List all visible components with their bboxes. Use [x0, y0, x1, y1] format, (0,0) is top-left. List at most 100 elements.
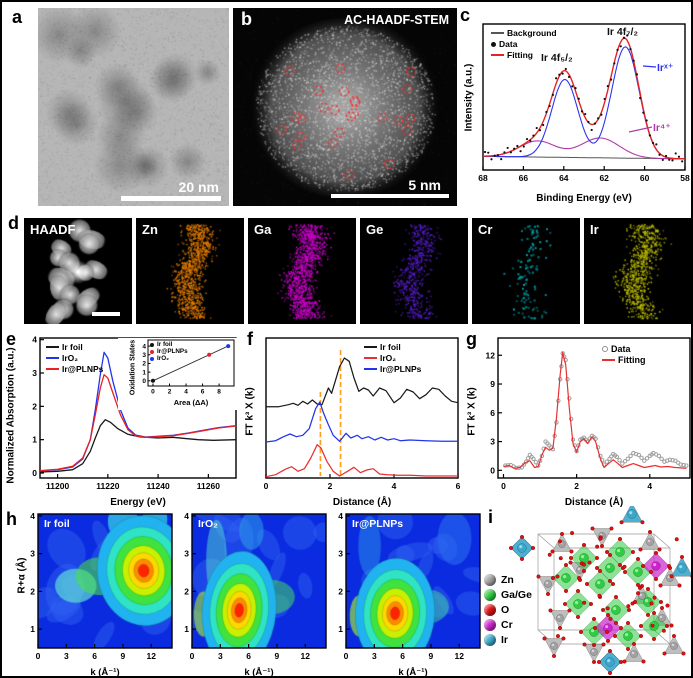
panel-h-label: h — [6, 509, 17, 529]
wavelet-ir-foil-canvas — [38, 514, 172, 648]
svg-text:60: 60 — [640, 173, 650, 183]
svg-text:0: 0 — [344, 651, 349, 661]
xanes-x-axis-label: Energy (eV) — [110, 497, 166, 508]
legend-fitting: Fitting — [507, 50, 533, 60]
f-legend-ir-foil: Ir foil — [380, 342, 401, 352]
cr-sphere-icon — [484, 619, 496, 631]
svg-text:2: 2 — [184, 586, 189, 596]
inset-legend: Ir foil Ir@PLNPs IrO₂ — [150, 341, 188, 362]
map-label-haadf: HAADF — [30, 222, 76, 237]
inset-legend-irplnps: Ir@PLNPs — [157, 348, 188, 355]
annotation-ir4: Ir⁴⁺ — [653, 122, 671, 134]
wavelet-x-axis-label-2: k (Å⁻¹) — [244, 667, 274, 678]
map-canvas-haadf — [24, 218, 132, 324]
svg-text:9: 9 — [121, 651, 126, 661]
svg-text:9: 9 — [429, 651, 434, 661]
svg-text:0: 0 — [151, 389, 155, 396]
exafs-x-axis-label: Distance (Å) — [332, 497, 392, 508]
xps-plot: 68 66 64 62 60 58 — [478, 23, 690, 183]
svg-text:6: 6 — [92, 651, 97, 661]
map-ge: Ge — [360, 218, 468, 324]
svg-text:3: 3 — [184, 549, 189, 559]
exafs-ft-chart: 0 2 4 6 FT k³ X (k) Distance (Å) Ir foil Ir… — [242, 326, 464, 510]
legend-ir-foil: Ir foil — [62, 342, 83, 352]
xps-y-axis-label: Intensity (a.u.) — [463, 63, 475, 132]
f-irplnps-line-icon — [364, 368, 377, 370]
panel-i-label: i — [488, 507, 494, 527]
svg-text:8: 8 — [217, 389, 221, 396]
scale-bar-a — [121, 196, 221, 201]
svg-text:3: 3 — [490, 437, 495, 447]
xps-legend: Background Data Fitting — [491, 28, 557, 60]
o-sphere-icon — [484, 604, 496, 616]
map-canvas-ir — [584, 218, 691, 324]
legend-background: Background — [507, 28, 557, 38]
svg-text:0: 0 — [32, 468, 37, 478]
map-label-ga: Ga — [254, 222, 272, 237]
scale-bar-haadf — [92, 312, 120, 316]
svg-text:9: 9 — [490, 379, 495, 389]
svg-text:11240: 11240 — [147, 481, 170, 491]
svg-text:12: 12 — [455, 651, 465, 661]
xps-chart: 68 66 64 62 60 58 Intensity (a.u.) Binding En… — [457, 4, 691, 208]
svg-text:6: 6 — [490, 408, 495, 418]
legend-irplnps: Ir@PLNPs — [62, 364, 104, 374]
wavelet-title-irplnps: Ir@PLNPs — [352, 518, 404, 530]
map-ir: Ir — [584, 218, 691, 324]
svg-text:58: 58 — [680, 173, 690, 183]
svg-text:6: 6 — [400, 651, 405, 661]
g-legend-fitting: Fitting — [618, 355, 646, 365]
map-label-ir: Ir — [590, 222, 599, 237]
wavelet-title-ir-foil: Ir foil — [44, 518, 70, 530]
svg-text:11260: 11260 — [197, 481, 220, 491]
panel-b-title: AC-HAADF-STEM — [344, 13, 449, 27]
fitting-line-icon — [491, 54, 504, 56]
wavelet-title-iro2: IrO₂ — [198, 518, 218, 530]
inset-ir-foil-dot — [150, 342, 154, 347]
panel-c-label: c — [460, 5, 471, 25]
svg-text:3: 3 — [32, 368, 37, 378]
svg-text:12: 12 — [486, 350, 496, 360]
svg-text:0: 0 — [501, 481, 506, 491]
zn-sphere-icon — [484, 574, 496, 586]
crystal-legend: Zn Ga/Ge O Cr Ir — [484, 574, 532, 646]
map-label-cr: Cr — [478, 222, 493, 237]
svg-text:9: 9 — [275, 651, 280, 661]
svg-text:6: 6 — [456, 481, 461, 491]
svg-text:2: 2 — [168, 389, 172, 396]
svg-text:0: 0 — [264, 481, 269, 491]
iro2-line-icon — [46, 357, 59, 359]
map-canvas-ga — [248, 218, 356, 324]
haadf-stem-image: b AC-HAADF-STEM 5 nm — [233, 8, 457, 206]
g-data-circle-icon — [602, 346, 608, 352]
map-canvas-ge — [360, 218, 468, 324]
svg-text:6: 6 — [246, 651, 251, 661]
scale-bar-label-b: 5 nm — [408, 177, 441, 193]
wavelet-iro2: 0 3 6 9 12 1 2 3 4 IrO₂ k (Å⁻¹) — [170, 506, 327, 678]
svg-text:3: 3 — [142, 352, 146, 359]
crystal-structure — [508, 506, 691, 675]
svg-text:2: 2 — [30, 586, 35, 596]
g-fitting-line-icon — [602, 359, 615, 361]
background-line-icon — [491, 32, 504, 34]
panel-f-label: f — [247, 329, 253, 349]
annotation-ir4f52: Ir 4f₅/₂ — [541, 52, 573, 64]
exafs-ft-plot: 0 2 4 6 — [264, 337, 461, 491]
inset-y-axis-label: Oxidation States — [129, 339, 137, 396]
wavelet-x-axis-label-3: k (Å⁻¹) — [398, 667, 428, 678]
map-canvas-zn — [136, 218, 244, 324]
legend-o: O — [501, 604, 510, 616]
svg-text:2: 2 — [338, 586, 343, 596]
inset-x-axis-label: Area (ΔA) — [173, 398, 209, 407]
tem-image: 20 nm — [38, 8, 229, 206]
xanes-y-axis-label: Normalized Absorption (a.u.) — [5, 347, 17, 484]
map-ga: Ga — [248, 218, 356, 324]
svg-text:3: 3 — [218, 651, 223, 661]
tem-image-canvas — [38, 8, 229, 206]
svg-text:11200: 11200 — [46, 481, 69, 491]
inset-legend-iro2: IrO₂ — [157, 355, 169, 362]
